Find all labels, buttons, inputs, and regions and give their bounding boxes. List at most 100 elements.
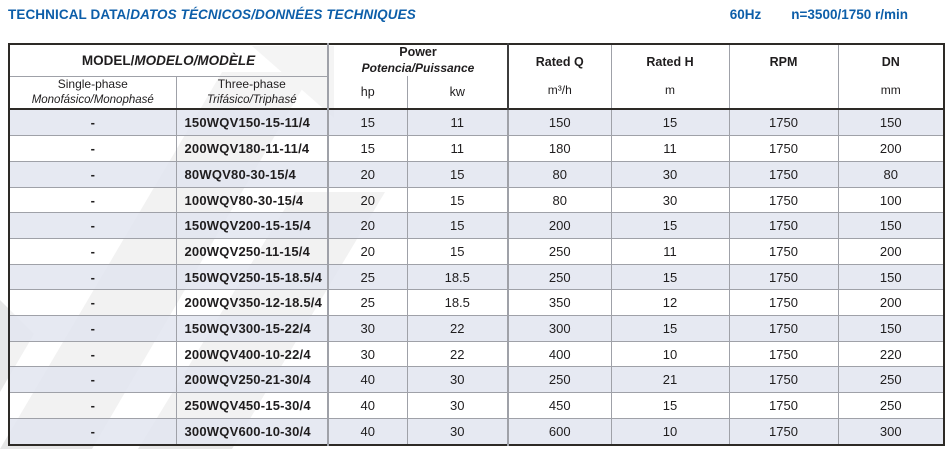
cell-power-kw: 30 (406, 366, 508, 393)
cell-model-number: 200WQV350-12-18.5/4 (175, 289, 328, 316)
frequency-label: 60Hz (729, 7, 762, 22)
cell-dn: 250 (837, 366, 944, 393)
table-row: - 250WQV450-15-30/4 40 30 450 15 1750 25… (9, 392, 944, 419)
cell-rated-q: 250 (507, 366, 611, 393)
cell-single-phase: - (9, 289, 176, 316)
page-title-italic: DATOS TÉCNICOS/DONNÉES TECHNIQUES (130, 7, 416, 22)
cell-rated-q: 80 (507, 161, 611, 188)
cell-model-number: 150WQV150-15-11/4 (175, 109, 328, 136)
cell-model-number: 300WQV600-10-30/4 (175, 418, 328, 445)
cell-power-hp: 30 (327, 315, 407, 342)
cell-power-kw: 22 (406, 315, 508, 342)
cell-power-hp: 25 (327, 289, 407, 316)
table-body: - 150WQV150-15-11/4 15 11 150 15 1750 15… (9, 109, 944, 445)
cell-single-phase: - (9, 161, 176, 188)
header-model-upright: MODEL/ (81, 52, 135, 68)
cell-model-number: 200WQV250-11-15/4 (175, 238, 328, 265)
header-power-label: Power (399, 45, 437, 59)
cell-model-number: 250WQV450-15-30/4 (175, 392, 328, 419)
cell-rpm: 1750 (728, 135, 838, 162)
header-power-group: Power Potencia/Puissance (327, 44, 508, 77)
cell-dn: 200 (837, 238, 944, 265)
header-single-phase-intl: Monofásico/Monophasé (31, 94, 154, 107)
cell-rated-h: 15 (610, 109, 729, 136)
cell-rated-h: 15 (610, 264, 729, 290)
cell-rated-q: 600 (507, 418, 611, 445)
cell-dn: 150 (837, 212, 944, 239)
header-model-group: MODEL/MODELO/MODÈLE (9, 44, 328, 77)
table-row: - 200WQV180-11-11/4 15 11 180 11 1750 20… (9, 135, 944, 162)
cell-power-kw: 15 (406, 161, 508, 188)
table-row: - 150WQV300-15-22/4 30 22 300 15 1750 15… (9, 315, 944, 342)
cell-power-kw: 30 (406, 392, 508, 419)
header-rpm: RPM (728, 44, 838, 110)
cell-power-kw: 11 (406, 135, 508, 162)
header-kw-label: kw (449, 85, 465, 100)
page-title: TECHNICAL DATA/DATOS TÉCNICOS/DONNÉES TE… (8, 7, 416, 22)
header-rated-h: Rated H m (610, 44, 729, 110)
table-row: - 200WQV250-21-30/4 40 30 250 21 1750 25… (9, 366, 944, 393)
cell-dn: 220 (837, 341, 944, 367)
table-row: - 100WQV80-30-15/4 20 15 80 30 1750 100 (9, 187, 944, 213)
cell-rated-h: 10 (610, 418, 729, 445)
cell-dn: 200 (837, 289, 944, 316)
cell-power-hp: 30 (327, 341, 407, 367)
cell-rated-h: 30 (610, 187, 729, 213)
cell-single-phase: - (9, 341, 176, 367)
header-rated-h-label: Rated H (646, 54, 694, 69)
cell-rated-h: 11 (610, 238, 729, 265)
header-single-phase: Single-phase Monofásico/Monophasé (9, 76, 176, 110)
table-row: - 200WQV350-12-18.5/4 25 18.5 350 12 175… (9, 289, 944, 316)
cell-rated-h: 11 (610, 135, 729, 162)
cell-rated-h: 15 (610, 212, 729, 239)
cell-rated-h: 30 (610, 161, 729, 188)
cell-power-kw: 15 (406, 238, 508, 265)
cell-rpm: 1750 (728, 212, 838, 239)
header-three-phase-intl: Trifásico/Triphasé (206, 94, 297, 107)
cell-dn: 80 (837, 161, 944, 188)
cell-dn: 250 (837, 392, 944, 419)
cell-rpm: 1750 (728, 341, 838, 367)
cell-power-kw: 30 (406, 418, 508, 445)
cell-model-number: 150WQV250-15-18.5/4 (175, 264, 328, 290)
cell-power-hp: 40 (327, 392, 407, 419)
cell-single-phase: - (9, 109, 176, 136)
cell-model-number: 150WQV300-15-22/4 (175, 315, 328, 342)
cell-model-number: 200WQV400-10-22/4 (175, 341, 328, 367)
cell-rated-q: 300 (507, 315, 611, 342)
cell-single-phase: - (9, 238, 176, 265)
cell-dn: 300 (837, 418, 944, 445)
table-row: - 150WQV150-15-11/4 15 11 150 15 1750 15… (9, 109, 944, 136)
header-power-intl-label: Potencia/Puissance (361, 60, 475, 75)
cell-power-hp: 20 (327, 212, 407, 239)
cell-single-phase: - (9, 418, 176, 445)
page-title-upright: TECHNICAL DATA/ (8, 7, 131, 22)
cell-rated-q: 180 (507, 135, 611, 162)
cell-power-kw: 18.5 (406, 264, 508, 290)
rotation-speed-label: n=3500/1750 r/min (791, 7, 908, 22)
cell-model-number: 100WQV80-30-15/4 (175, 187, 328, 213)
header-model-italic: MODELO/MODÈLE (134, 52, 256, 68)
cell-rpm: 1750 (728, 109, 838, 136)
cell-power-hp: 15 (327, 109, 407, 136)
cell-power-hp: 40 (327, 366, 407, 393)
header-hp: hp (327, 76, 407, 110)
cell-model-number: 150WQV200-15-15/4 (175, 212, 328, 239)
cell-power-hp: 15 (327, 135, 407, 162)
cell-rpm: 1750 (728, 187, 838, 213)
cell-power-kw: 15 (406, 187, 508, 213)
cell-dn: 200 (837, 135, 944, 162)
header-dn-unit: mm (880, 82, 901, 97)
table-row: - 200WQV400-10-22/4 30 22 400 10 1750 22… (9, 341, 944, 367)
cell-rpm: 1750 (728, 366, 838, 393)
header-dn: DN mm (837, 44, 944, 110)
cell-power-kw: 11 (406, 109, 508, 136)
cell-power-kw: 22 (406, 341, 508, 367)
cell-rated-h: 10 (610, 341, 729, 367)
cell-model-number: 200WQV180-11-11/4 (175, 135, 328, 162)
cell-model-number: 80WQV80-30-15/4 (175, 161, 328, 188)
cell-rpm: 1750 (728, 418, 838, 445)
cell-power-hp: 20 (327, 187, 407, 213)
cell-single-phase: - (9, 366, 176, 393)
